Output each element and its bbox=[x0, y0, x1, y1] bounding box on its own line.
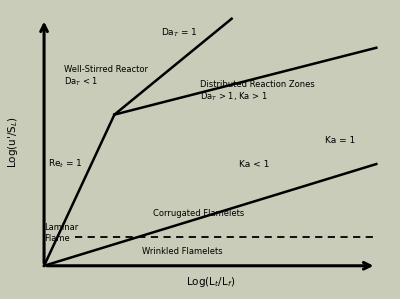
Text: Ka = 1: Ka = 1 bbox=[326, 136, 356, 145]
Text: Well-Stirred Reactor
Da$_T$ < 1: Well-Stirred Reactor Da$_T$ < 1 bbox=[64, 65, 148, 89]
Text: Ka < 1: Ka < 1 bbox=[240, 160, 270, 169]
Text: Da$_T$ = 1: Da$_T$ = 1 bbox=[161, 27, 198, 39]
Text: Laminar
Flame: Laminar Flame bbox=[44, 223, 78, 242]
Text: Re$_t$ = 1: Re$_t$ = 1 bbox=[48, 158, 83, 170]
Text: Distributed Reaction Zones
Da$_T$ > 1, Ka > 1: Distributed Reaction Zones Da$_T$ > 1, K… bbox=[200, 80, 315, 103]
Text: Log(L$_t$/L$_f$): Log(L$_t$/L$_f$) bbox=[186, 275, 235, 289]
Text: Wrinkled Flamelets: Wrinkled Flamelets bbox=[142, 247, 222, 256]
Text: Corrugated Flamelets: Corrugated Flamelets bbox=[154, 209, 245, 218]
Text: Log(u'/S$_L$): Log(u'/S$_L$) bbox=[6, 116, 20, 168]
